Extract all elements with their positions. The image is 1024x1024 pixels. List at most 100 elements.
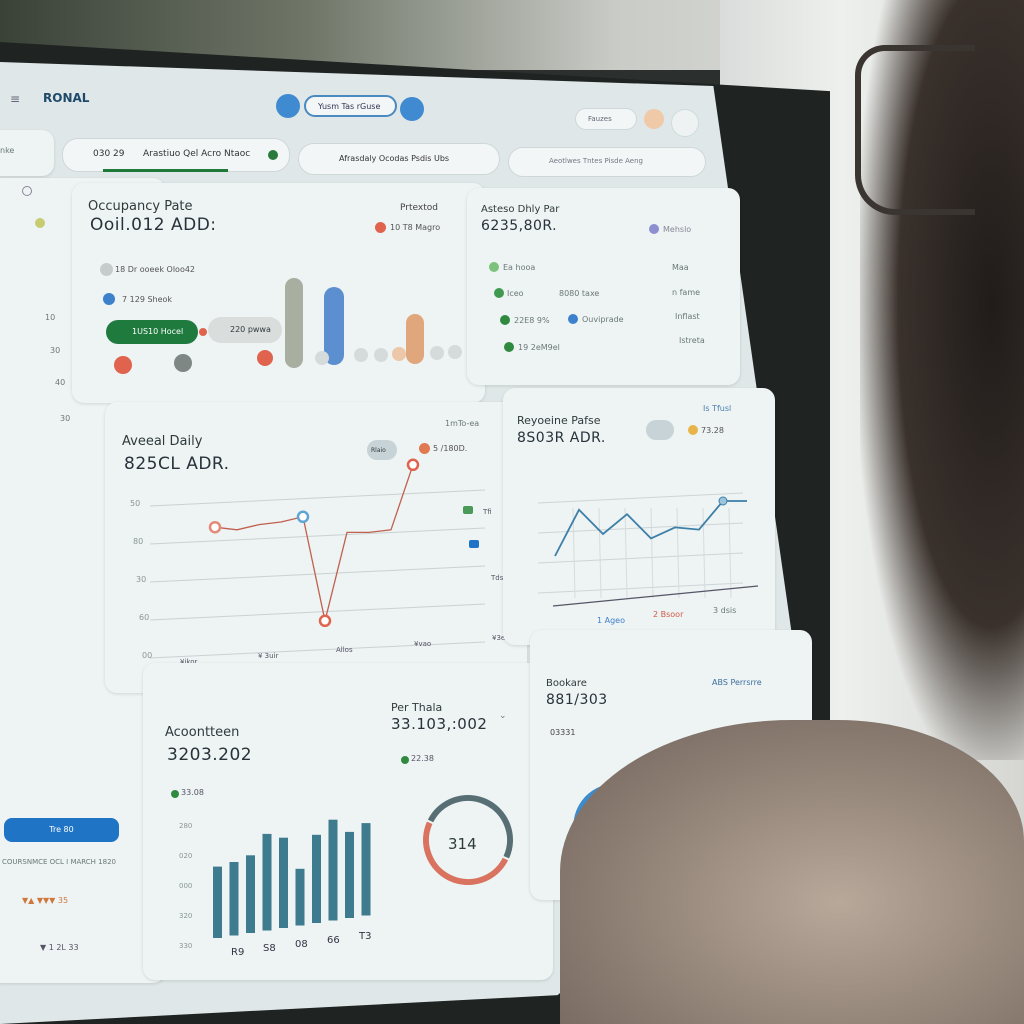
gridline	[572, 507, 576, 599]
gridline	[149, 603, 486, 621]
occupancy-card: Occupancy Pate Ooil.012 ADD: Prtextod 10…	[72, 183, 485, 403]
delta-icon	[401, 756, 409, 764]
row-icon	[568, 314, 578, 324]
bar	[279, 837, 288, 928]
bar-chart: 280 020 000 320 330 R9 S8 08 66 T3	[179, 819, 371, 958]
avatar[interactable]	[644, 109, 664, 129]
person-glasses	[855, 45, 975, 215]
person-hair	[860, 0, 1024, 760]
data-point	[406, 458, 420, 472]
circle-icon	[174, 354, 192, 372]
legend-marker	[463, 506, 473, 514]
line-series	[554, 500, 747, 557]
avg-daily-rate-card: Asteso Dhly Par 6235,80R. Mehslo Ea hooa…	[467, 188, 740, 385]
circle-icon	[315, 351, 329, 365]
circle-icon	[114, 356, 132, 374]
circle-icon	[430, 346, 444, 360]
gridline	[149, 527, 486, 545]
circle-icon	[354, 348, 368, 362]
x-tick-label: ¥3eor	[492, 634, 512, 642]
x-tick-label: ¥vao	[414, 640, 431, 648]
x-tick-label: R9	[231, 947, 244, 958]
nav-forward-icon[interactable]	[400, 97, 424, 121]
item-icon	[100, 263, 113, 276]
gridline	[702, 507, 706, 599]
bar	[229, 862, 239, 936]
search-input[interactable]: Yusm Tas rGuse	[304, 95, 397, 117]
row-icon	[504, 342, 514, 352]
y-tick-label: 020	[179, 852, 192, 860]
gridline	[624, 507, 628, 599]
gridline	[149, 641, 486, 659]
bar	[361, 823, 371, 916]
x-axis	[552, 585, 759, 607]
donut-segment	[423, 821, 509, 885]
sidebar-dot-icon	[22, 186, 32, 196]
x-tick-label: T3	[358, 931, 371, 942]
row-icon	[500, 315, 510, 325]
y-tick-label: 000	[179, 882, 192, 890]
marker-dot	[199, 328, 207, 336]
line-chart: 50 80 30 60 00 ¥ikor ¥ 3uir Allos ¥vao ¥3eor Tfi Td…	[130, 458, 512, 666]
y-tick-label: 330	[179, 942, 192, 950]
row-icon	[494, 288, 504, 298]
sidebar-header: nke	[0, 130, 54, 176]
x-tick-label: 66	[327, 935, 340, 946]
x-tick-label: ¥ikor	[180, 658, 197, 666]
badge-icon	[688, 425, 698, 435]
donut-chart	[423, 795, 513, 885]
status-pill-grey[interactable]: 220 pwwa	[208, 317, 282, 343]
bar	[295, 868, 305, 926]
capsule-bar	[406, 314, 424, 364]
tab-overview[interactable]: 030 29 Arastiuo Qel Acro Ntaoc	[62, 138, 290, 172]
person-shoulder	[560, 720, 1024, 1024]
nav-back-icon[interactable]	[276, 94, 300, 118]
y-tick-label: 280	[179, 822, 192, 830]
y-tick-label: 50	[130, 499, 140, 508]
response-rate-card: Reyoeine Pafse 8S03R ADR. Is Tfusl 73.28…	[503, 388, 775, 645]
status-icon	[268, 150, 278, 160]
circle-icon	[374, 348, 388, 362]
circle-icon	[392, 347, 406, 361]
row-icon	[489, 262, 499, 272]
bar	[246, 855, 255, 933]
profile-menu[interactable]: Fauzes	[575, 108, 637, 130]
gridline	[537, 582, 744, 594]
data-point	[296, 510, 310, 524]
item-icon	[103, 293, 115, 305]
status-pill-green[interactable]: 1US10 Hocel	[106, 320, 198, 344]
sidebar-button[interactable]: Tre 80	[4, 818, 119, 842]
capsule-bar	[285, 278, 303, 368]
donut-segment	[427, 795, 513, 859]
gridline	[537, 492, 744, 504]
y-tick-label: 00	[142, 651, 152, 660]
gridline	[149, 565, 486, 583]
y-tick-label: 60	[139, 613, 149, 622]
delta-icon	[171, 790, 179, 798]
menu-icon[interactable]: ≡	[10, 92, 21, 106]
x-tick-label: S8	[263, 943, 276, 954]
tab-analysis[interactable]: Afrasdaly Ocodas Psdis Ubs	[298, 143, 500, 175]
active-tab-indicator	[103, 169, 228, 172]
brand-logo: RONAL	[43, 91, 90, 105]
y-tick-label: 30	[136, 575, 146, 584]
data-point	[318, 614, 332, 628]
legend-marker	[469, 540, 479, 548]
tab-reports[interactable]: Aeotlwes Tntes Pisde Aeng	[508, 147, 706, 177]
bar	[345, 831, 354, 918]
gridline	[650, 507, 654, 599]
y-tick-label: 320	[179, 912, 192, 920]
x-tick-label: ¥ 3uir	[258, 652, 279, 660]
line-series	[214, 464, 414, 621]
badge-icon	[649, 224, 659, 234]
capsule-bar	[324, 287, 344, 365]
series-label: Tds	[490, 574, 504, 582]
settings-icon[interactable]	[671, 109, 699, 137]
badge	[646, 420, 674, 440]
gridline	[149, 489, 486, 507]
bar	[213, 866, 222, 938]
circle-icon	[257, 350, 273, 366]
donut-value: 314	[448, 835, 477, 853]
chevron-down-icon[interactable]: ⌄	[499, 711, 507, 721]
x-tick-label: 08	[295, 939, 308, 950]
